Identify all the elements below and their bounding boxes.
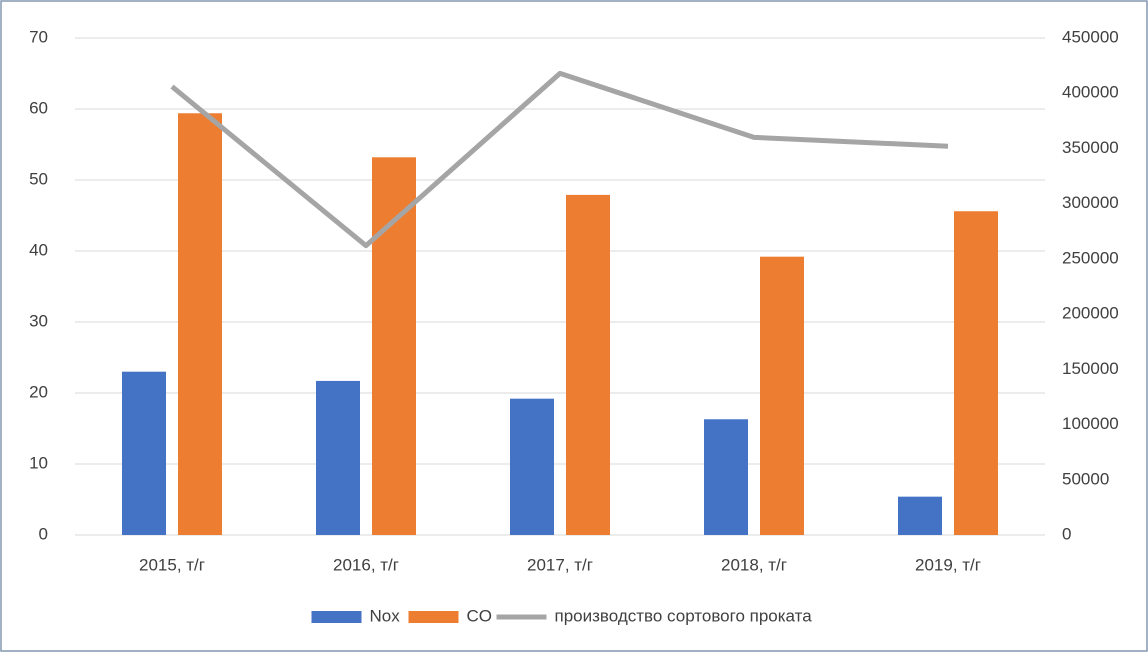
bar xyxy=(178,113,222,535)
y2-tick-label: 0 xyxy=(1062,524,1071,543)
y2-tick-label: 150000 xyxy=(1062,359,1119,378)
line xyxy=(170,70,949,249)
legend-label: производство сортового проката xyxy=(555,606,813,625)
legend-label: CO xyxy=(467,606,493,625)
bar xyxy=(122,371,166,535)
bar xyxy=(566,194,610,535)
bar xyxy=(954,211,998,536)
y-tick-label: 0 xyxy=(39,524,48,543)
bar xyxy=(760,256,804,535)
y2-tick-label: 50000 xyxy=(1062,469,1109,488)
bar xyxy=(372,157,416,535)
bar xyxy=(316,380,360,535)
x-tick-label: 2019, т/г xyxy=(915,555,981,574)
y-tick-label: 10 xyxy=(29,453,48,472)
x-tick-label: 2018, т/г xyxy=(721,555,787,574)
legend-swatch xyxy=(408,611,459,623)
legend-swatch xyxy=(311,611,362,623)
y-tick-label: 20 xyxy=(29,382,48,401)
bar xyxy=(510,398,554,535)
x-tick-label: 2015, т/г xyxy=(139,555,205,574)
y2-tick-label: 100000 xyxy=(1062,414,1119,433)
y2-tick-label: 250000 xyxy=(1062,248,1119,267)
y-tick-label: 40 xyxy=(29,240,48,259)
y2-tick-label: 450000 xyxy=(1062,27,1119,46)
y-tick-label: 50 xyxy=(29,169,48,188)
y2-tick-label: 350000 xyxy=(1062,138,1119,157)
legend-label: Nox xyxy=(370,606,401,625)
bar xyxy=(898,496,942,535)
x-tick-label: 2016, т/г xyxy=(333,555,399,574)
y-tick-label: 30 xyxy=(29,311,48,330)
y2-tick-label: 200000 xyxy=(1062,304,1119,323)
x-tick-label: 2017, т/г xyxy=(527,555,593,574)
y-tick-label: 70 xyxy=(29,27,48,46)
y-tick-label: 60 xyxy=(29,98,48,117)
bar xyxy=(704,419,748,535)
y2-tick-label: 400000 xyxy=(1062,83,1119,102)
y2-tick-label: 300000 xyxy=(1062,193,1119,212)
